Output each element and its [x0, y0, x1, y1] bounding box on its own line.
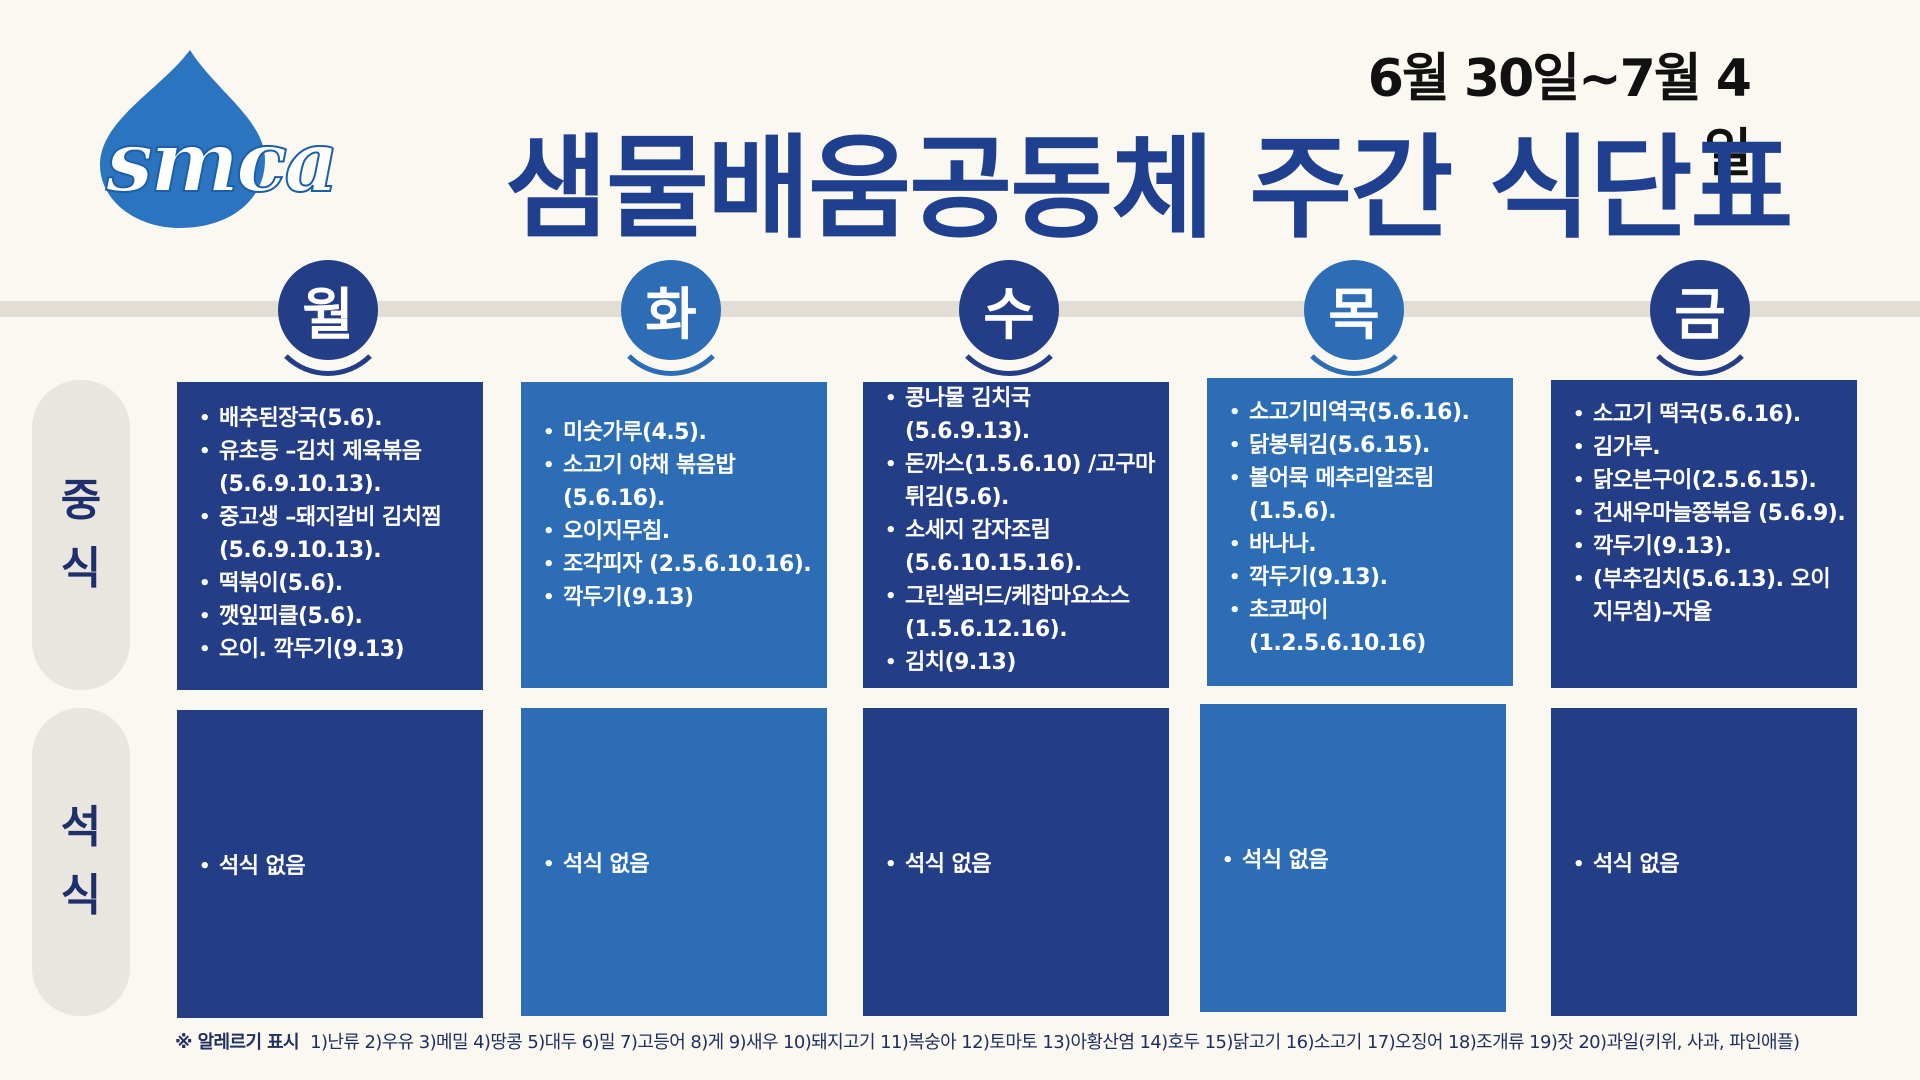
menu-item: 깍두기(9.13). [1569, 530, 1849, 563]
menu-item: 소고기 야채 볶음밥 (5.6.16). [539, 449, 819, 515]
date-range: 6월 30일~7월 4일 [1367, 49, 1752, 184]
menu-item: 석식 없음 [881, 848, 992, 881]
menu-list: 소고기 떡국(5.6.16). 김가루. 닭오븐구이(2.5.6.15). 건새… [1569, 398, 1849, 629]
lunch-box-tue: 미숫가루(4.5). 소고기 야채 볶음밥 (5.6.16). 오이지무침. 조… [521, 382, 827, 688]
menu-list: 석식 없음 [1218, 844, 1329, 877]
day-badge-fri: 금 [1638, 252, 1762, 376]
menu-list: 콩나물 김치국 (5.6.9.13). 돈까스(1.5.6.10) /고구마튀김… [881, 382, 1161, 679]
menu-list: 석식 없음 [881, 848, 992, 881]
menu-item: 오이. 깍두기(9.13) [195, 633, 475, 666]
day-badge-mon: 월 [266, 252, 390, 376]
menu-item: 배추된장국(5.6). [195, 402, 475, 435]
allergy-legend: ※ 알레르기 표시 1)난류 2)우유 3)메밀 4)땅콩 5)대두 6)밀 7… [175, 1028, 1875, 1054]
water-drop-icon [100, 50, 265, 228]
menu-item: 소고기 떡국(5.6.16). [1569, 398, 1849, 431]
menu-item: 닭오븐구이(2.5.6.15). [1569, 464, 1849, 497]
lunch-box-fri: 소고기 떡국(5.6.16). 김가루. 닭오븐구이(2.5.6.15). 건새… [1551, 380, 1857, 688]
lunch-box-wed: 콩나물 김치국 (5.6.9.13). 돈까스(1.5.6.10) /고구마튀김… [863, 382, 1169, 688]
day-badge-tue: 화 [609, 252, 733, 376]
day-label: 수 [959, 260, 1059, 360]
menu-item: 석식 없음 [539, 848, 650, 881]
menu-list: 석식 없음 [539, 848, 650, 881]
menu-item: 소세지 감자조림 (5.6.10.15.16). [881, 514, 1161, 580]
day-label: 목 [1304, 260, 1404, 360]
menu-item: 김치(9.13) [881, 646, 1161, 679]
menu-item: 깍두기(9.13) [539, 581, 819, 614]
menu-list: 석식 없음 [195, 850, 306, 883]
row-label-char: 식 [60, 543, 102, 594]
menu-item: 콩나물 김치국 (5.6.9.13). [881, 382, 1161, 448]
day-label: 월 [278, 260, 378, 360]
menu-item: 조각피자 (2.5.6.10.16). [539, 548, 819, 581]
row-label-lunch: 중 식 [32, 380, 130, 690]
menu-item: 소고기미역국(5.6.16). [1225, 396, 1505, 429]
menu-item: 김가루. [1569, 431, 1849, 464]
menu-item: (부추김치(5.6.13). 오이지무침)–자율 [1569, 563, 1849, 629]
page-title: 샘물배움공동체 주간 식단표 [505, 124, 1793, 254]
menu-item: 석식 없음 [1218, 844, 1329, 877]
dinner-box-mon: 석식 없음 [177, 710, 483, 1018]
menu-item: 돈까스(1.5.6.10) /고구마튀김(5.6). [881, 448, 1161, 514]
menu-item: 건새우마늘쫑볶음 (5.6.9). [1569, 497, 1849, 530]
menu-item: 바나나. [1225, 528, 1505, 561]
row-label-char: 중 [60, 475, 102, 526]
row-label-char: 식 [60, 870, 102, 921]
menu-item: 중고생 –돼지갈비 김치찜(5.6.9.10.13). [195, 501, 475, 567]
menu-list: 소고기미역국(5.6.16). 닭봉튀김(5.6.15). 볼어묵 메추리알조림… [1225, 396, 1505, 660]
menu-list: 미숫가루(4.5). 소고기 야채 볶음밥 (5.6.16). 오이지무침. 조… [539, 416, 819, 614]
menu-item: 깻잎피클(5.6). [195, 600, 475, 633]
dinner-box-tue: 석식 없음 [521, 708, 827, 1016]
menu-item: 볼어묵 메추리알조림 (1.5.6). [1225, 462, 1505, 528]
menu-item: 석식 없음 [1569, 848, 1680, 881]
day-badge-thu: 목 [1292, 252, 1416, 376]
dinner-box-thu: 석식 없음 [1200, 704, 1506, 1012]
day-label: 금 [1650, 260, 1750, 360]
menu-list: 석식 없음 [1569, 848, 1680, 881]
menu-item: 유초등 –김치 제육볶음(5.6.9.10.13). [195, 435, 475, 501]
menu-item: 닭봉튀김(5.6.15). [1225, 429, 1505, 462]
menu-list: 배추된장국(5.6). 유초등 –김치 제육볶음(5.6.9.10.13). 중… [195, 402, 475, 666]
lunch-box-mon: 배추된장국(5.6). 유초등 –김치 제육볶음(5.6.9.10.13). 중… [177, 382, 483, 690]
menu-item: 초코파이 (1.2.5.6.10.16) [1225, 594, 1505, 660]
day-badge-wed: 수 [947, 252, 1071, 376]
day-label: 화 [621, 260, 721, 360]
menu-item: 떡볶이(5.6). [195, 567, 475, 600]
menu-item: 석식 없음 [195, 850, 306, 883]
logo: smca [100, 50, 430, 230]
allergy-legend-label: ※ 알레르기 표시 [175, 1032, 300, 1053]
row-label-char: 석 [60, 802, 102, 853]
menu-item: 깍두기(9.13). [1225, 561, 1505, 594]
menu-item: 오이지무침. [539, 515, 819, 548]
logo-text: smca [105, 111, 340, 212]
menu-item: 미숫가루(4.5). [539, 416, 819, 449]
dinner-box-fri: 석식 없음 [1551, 708, 1857, 1016]
row-label-dinner: 석 식 [32, 708, 130, 1016]
dinner-box-wed: 석식 없음 [863, 708, 1169, 1016]
allergy-legend-text: 1)난류 2)우유 3)메밀 4)땅콩 5)대두 6)밀 7)고등어 8)게 9… [310, 1032, 1800, 1053]
menu-item: 그린샐러드/케찹마요소스(1.5.6.12.16). [881, 580, 1161, 646]
lunch-box-thu: 소고기미역국(5.6.16). 닭봉튀김(5.6.15). 볼어묵 메추리알조림… [1207, 378, 1513, 686]
